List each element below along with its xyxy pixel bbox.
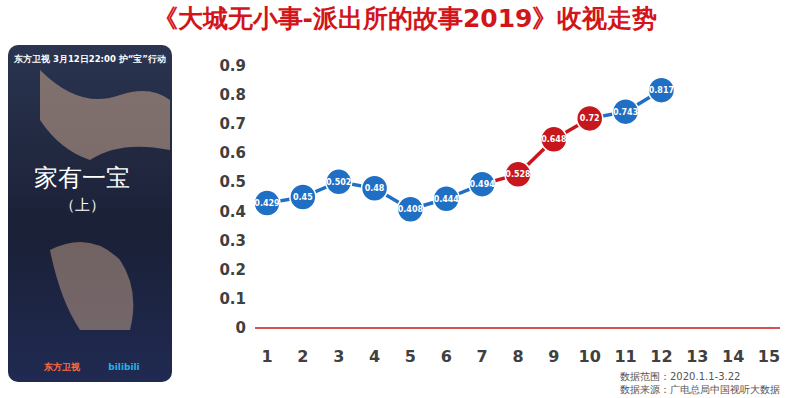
y-tick-label: 0.4	[219, 203, 246, 221]
data-label: 0.502	[326, 178, 351, 187]
annotation: 数据范围：2020.1.1-3.22	[620, 371, 740, 382]
y-tick-label: 0.3	[219, 232, 246, 250]
marks	[255, 77, 674, 222]
point	[362, 175, 388, 201]
data-label: 0.743	[613, 108, 638, 117]
y-tick-label: 0	[236, 319, 246, 337]
point	[397, 196, 423, 222]
poster-hands	[50, 242, 133, 330]
data-label: 0.429	[254, 199, 280, 208]
poster-bg	[8, 45, 172, 382]
x-tick-label: 14	[722, 347, 744, 366]
point	[541, 126, 567, 152]
x-tick-label: 9	[548, 347, 559, 366]
x-tick-label: 3	[333, 347, 344, 366]
y-tick-label: 0.5	[219, 173, 246, 191]
y-tick-label: 0.8	[219, 86, 246, 104]
x-tick-label: 7	[477, 347, 488, 366]
data-label: 0.48	[365, 184, 385, 193]
y-tick-label: 0.6	[219, 144, 246, 162]
y-tick	[251, 298, 255, 299]
y-tick	[251, 124, 255, 125]
point	[326, 169, 352, 195]
data-label: 0.528	[505, 170, 531, 179]
point	[577, 105, 603, 131]
data-label: 0.72	[580, 114, 600, 123]
data-label: 0.45	[293, 193, 313, 202]
point	[255, 190, 280, 216]
y-tick	[251, 153, 255, 154]
data-label: 0.444	[434, 195, 460, 204]
x-tick-label: 15	[758, 347, 780, 366]
point	[648, 77, 674, 103]
y-tick	[251, 269, 255, 270]
x-tick-label: 5	[405, 347, 416, 366]
annotation: 数据来源：广电总局中国视听大数据	[620, 384, 780, 395]
y-tick-label: 0.7	[219, 115, 246, 133]
y-tick	[251, 66, 255, 67]
title: 《大城无小事-派出所的故事2019》收视走势	[153, 4, 658, 33]
x-tick-label: 1	[261, 347, 272, 366]
point	[505, 161, 531, 187]
x-tick-label: 6	[441, 347, 452, 366]
x-tick-label: 13	[686, 347, 708, 366]
y-tick-label: 0.2	[219, 261, 246, 279]
x-tick-label: 8	[512, 347, 523, 366]
poster-header: 东方卫视 3月12日22:00 护“宝”行动	[13, 54, 166, 64]
chart: 《大城无小事-派出所的故事2019》收视走势东方卫视 3月12日22:00 护“…	[0, 0, 807, 398]
poster-logo: 东方卫视	[43, 362, 81, 372]
x-tick-label: 12	[650, 347, 672, 366]
y-tick	[251, 328, 255, 329]
data-label: 0.817	[649, 86, 674, 95]
point	[613, 99, 639, 125]
poster-title: 家有一宝	[34, 164, 130, 192]
x-tick-label: 2	[297, 347, 308, 366]
point	[469, 171, 495, 197]
point	[290, 184, 316, 210]
data-label: 0.408	[398, 205, 424, 214]
data-label: 0.494	[469, 180, 495, 189]
poster: 东方卫视 3月12日22:00 护“宝”行动家有一宝 （上） 东方卫视 bilibil…	[8, 45, 172, 382]
x-tick-label: 11	[614, 347, 636, 366]
y-tick	[251, 95, 255, 96]
y-axis: 0 0.1 0.2 0.3 0.4 0.5 0.6 0.7 0.8 0.9	[219, 57, 255, 337]
y-tick-label: 0.1	[219, 290, 246, 308]
data-labels: 0.429 0.45 0.502 0.48 0.408 0.444 0.494 0.528 0.…	[254, 86, 674, 214]
y-tick	[251, 182, 255, 183]
y-tick-label: 0.9	[219, 57, 246, 75]
x-tick-label: 10	[579, 347, 601, 366]
y-tick	[251, 240, 255, 241]
point	[433, 186, 459, 212]
poster-hands	[40, 70, 170, 160]
y-tick	[251, 211, 255, 212]
poster-logo: bilibili	[108, 362, 139, 372]
x-tick-label: 4	[369, 347, 380, 366]
poster-subtitle: （上）	[60, 196, 105, 214]
x-axis: 123456789101112131415	[261, 347, 780, 366]
page: {"chart_data": {"type": "line", "title":…	[0, 0, 807, 398]
data-label: 0.648	[541, 135, 567, 144]
x-axis-line	[255, 327, 780, 329]
